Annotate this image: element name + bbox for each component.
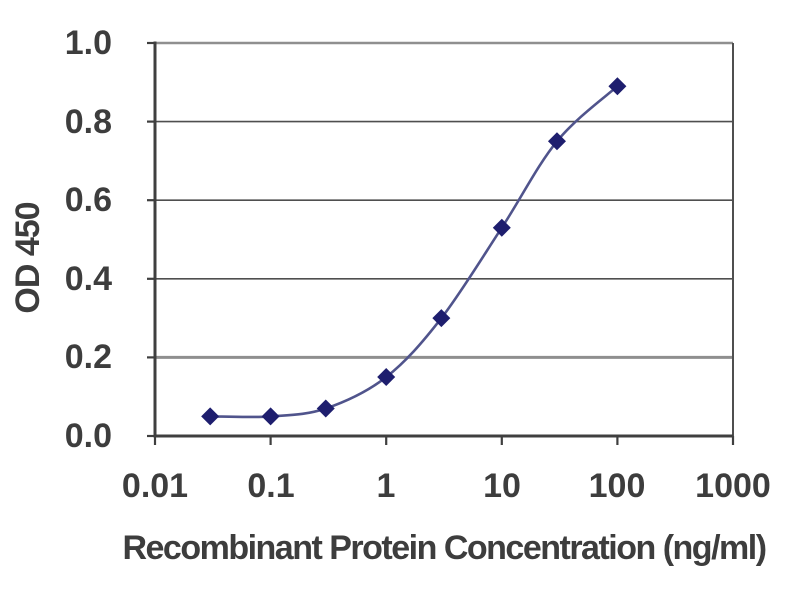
data-point-marker xyxy=(316,399,335,418)
data-point-marker xyxy=(201,407,220,426)
y-tick-label: 1.0 xyxy=(64,24,112,62)
data-point-marker xyxy=(432,309,451,328)
data-point-marker xyxy=(261,407,280,426)
x-tick-label: 1 xyxy=(376,467,396,505)
x-tick-label: 1000 xyxy=(695,467,771,505)
x-tick-label: 0.1 xyxy=(247,467,295,505)
x-tick-label: 0.01 xyxy=(121,467,189,505)
x-tick-label: 10 xyxy=(483,467,521,505)
y-tick-label: 0.4 xyxy=(64,260,112,298)
y-axis-title: OD 450 xyxy=(9,202,47,314)
y-tick-label: 0.8 xyxy=(64,103,112,141)
data-point-marker xyxy=(608,77,627,96)
data-point-marker xyxy=(377,368,396,387)
y-tick-label: 0.0 xyxy=(64,417,112,455)
y-tick-label: 0.6 xyxy=(64,181,112,219)
y-tick-label: 0.2 xyxy=(64,338,112,376)
data-point-marker xyxy=(492,218,511,237)
data-point-marker xyxy=(547,132,566,151)
x-tick-label: 100 xyxy=(588,467,646,505)
x-axis-title: Recombinant Protein Concentration (ng/ml… xyxy=(122,529,767,567)
